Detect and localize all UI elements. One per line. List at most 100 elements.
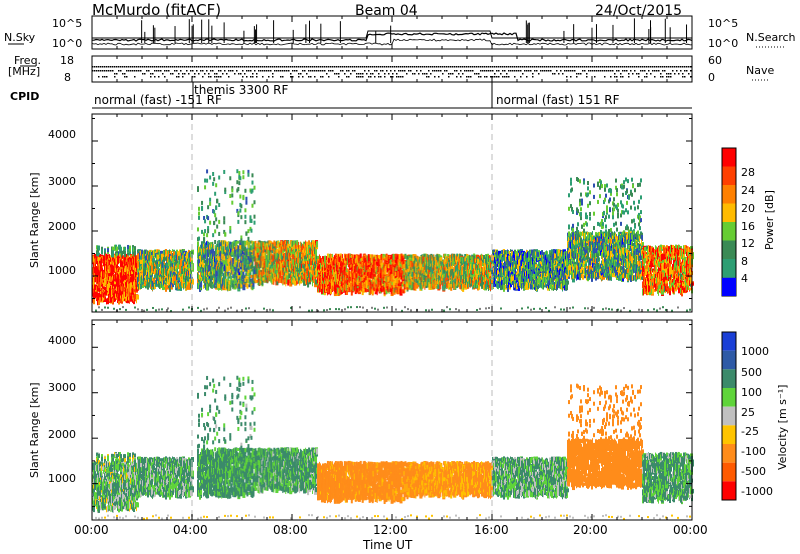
power-cell [107, 248, 109, 253]
velocity-cell [110, 496, 111, 502]
power-cell [112, 274, 113, 279]
power-cell [112, 271, 113, 276]
power-cell [206, 169, 209, 174]
velocity-cell [209, 451, 211, 457]
power-cell [124, 246, 126, 251]
power-cell [212, 252, 214, 259]
velocity-cell [110, 483, 113, 490]
power-cell [130, 277, 131, 281]
power-cell [152, 276, 153, 282]
power-cell [214, 265, 216, 270]
velocity-cell [185, 490, 186, 496]
velocity-cell [119, 480, 120, 487]
power-cell [185, 272, 186, 277]
velocity-cell [158, 490, 159, 495]
power-cell [103, 286, 104, 290]
velocity-cell [108, 473, 109, 477]
power-cell [113, 297, 114, 305]
power-cell [198, 206, 201, 211]
power-cell [146, 264, 147, 268]
power-cell [151, 266, 153, 270]
velocity-cell [139, 480, 140, 488]
power-cell [181, 279, 182, 286]
vel-cb-tick-neg25: -25 [741, 425, 759, 438]
power-cell [96, 288, 97, 295]
velocity-cell [100, 491, 101, 498]
noise-left-tick-bottom: 10^0 [52, 37, 82, 50]
velocity-cell [158, 483, 159, 487]
power-cell [100, 268, 101, 273]
velocity-cell [209, 404, 212, 409]
xtick-1: 04:00 [173, 523, 208, 537]
power-cell [98, 298, 100, 306]
power-cell [108, 296, 109, 302]
power-cell [119, 289, 121, 296]
velocity-cell [106, 491, 107, 498]
power-cell [218, 202, 221, 207]
velocity-cell [167, 485, 168, 492]
date-title: 24/Oct/2015 [595, 3, 682, 19]
power-cell [107, 292, 108, 296]
velocity-cell [162, 477, 163, 484]
velocity-cell [201, 455, 203, 462]
velocity-cell [121, 464, 122, 469]
velocity-cell [197, 434, 199, 439]
velocity-cell [146, 461, 147, 468]
power-cell [203, 284, 205, 289]
velocity-cell [188, 484, 189, 489]
velocity-cell [209, 382, 212, 387]
power-cell [170, 268, 171, 272]
velocity-cell [93, 478, 94, 483]
power-cell [105, 253, 106, 260]
power-cell [158, 283, 159, 288]
velocity-cell [200, 462, 202, 467]
power-cell [178, 283, 179, 290]
power-cell [161, 253, 162, 258]
power-cell [188, 276, 189, 281]
velocity-cell [214, 447, 217, 452]
power-cell [204, 185, 207, 190]
freq-left-label-1: Freq. [14, 54, 41, 67]
velocity-cell [211, 483, 214, 488]
power-cell [120, 246, 122, 251]
power-cell [111, 259, 113, 265]
power-cell [214, 213, 217, 218]
velocity-cell [203, 444, 206, 449]
freq-right-label: Nave [746, 64, 774, 77]
power-cell [108, 255, 109, 260]
velocity-cell [176, 462, 177, 469]
power-cell [102, 288, 103, 293]
velocity-cell [130, 495, 131, 501]
velocity-cell [152, 484, 153, 490]
velocity-cell [132, 495, 133, 501]
power-cell [208, 261, 210, 266]
velocity-cell [108, 468, 109, 474]
power-cell [109, 294, 110, 299]
power-cell [198, 236, 201, 241]
power-cell [105, 289, 106, 295]
power-cell [95, 266, 98, 273]
velocity-cell [187, 492, 188, 498]
power-cell [189, 257, 190, 265]
power-cell [218, 284, 221, 289]
power-cell [215, 183, 218, 188]
power-cell [220, 242, 222, 247]
power-cell [188, 270, 189, 275]
velocity-cell [197, 448, 199, 454]
velocity-cell [182, 485, 183, 490]
power-cell [162, 270, 163, 277]
velocity-cell [206, 440, 209, 445]
power-cell [209, 257, 211, 265]
velocity-cell [112, 460, 114, 465]
velocity-cell [152, 480, 153, 485]
power-cell [207, 229, 210, 234]
velocity-cell [103, 469, 104, 474]
velocity-cell [197, 462, 198, 467]
velocity-cell [168, 465, 169, 471]
velocity-cell [217, 462, 219, 468]
power-cell [218, 175, 221, 180]
power-cell [203, 237, 206, 242]
velocity-cell [110, 477, 111, 481]
velocity-cell [112, 454, 114, 459]
power-cell [100, 283, 101, 290]
